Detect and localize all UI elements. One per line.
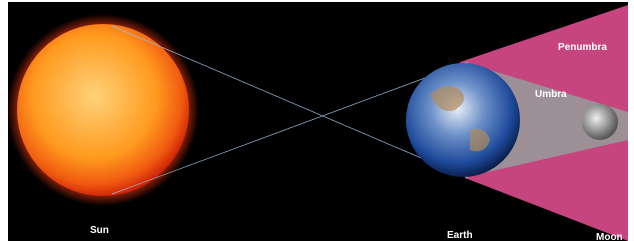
umbra-label: Umbra	[535, 89, 567, 100]
penumbra-label: Penumbra	[558, 42, 607, 53]
sun-label: Sun	[90, 225, 109, 236]
sun	[17, 24, 189, 196]
moon-label: Moon	[596, 232, 623, 241]
earth	[406, 63, 520, 177]
earth-label: Earth	[447, 230, 473, 241]
moon	[582, 104, 618, 140]
eclipse-diagram: Sun Earth Umbra Penumbra Moon	[0, 0, 634, 241]
